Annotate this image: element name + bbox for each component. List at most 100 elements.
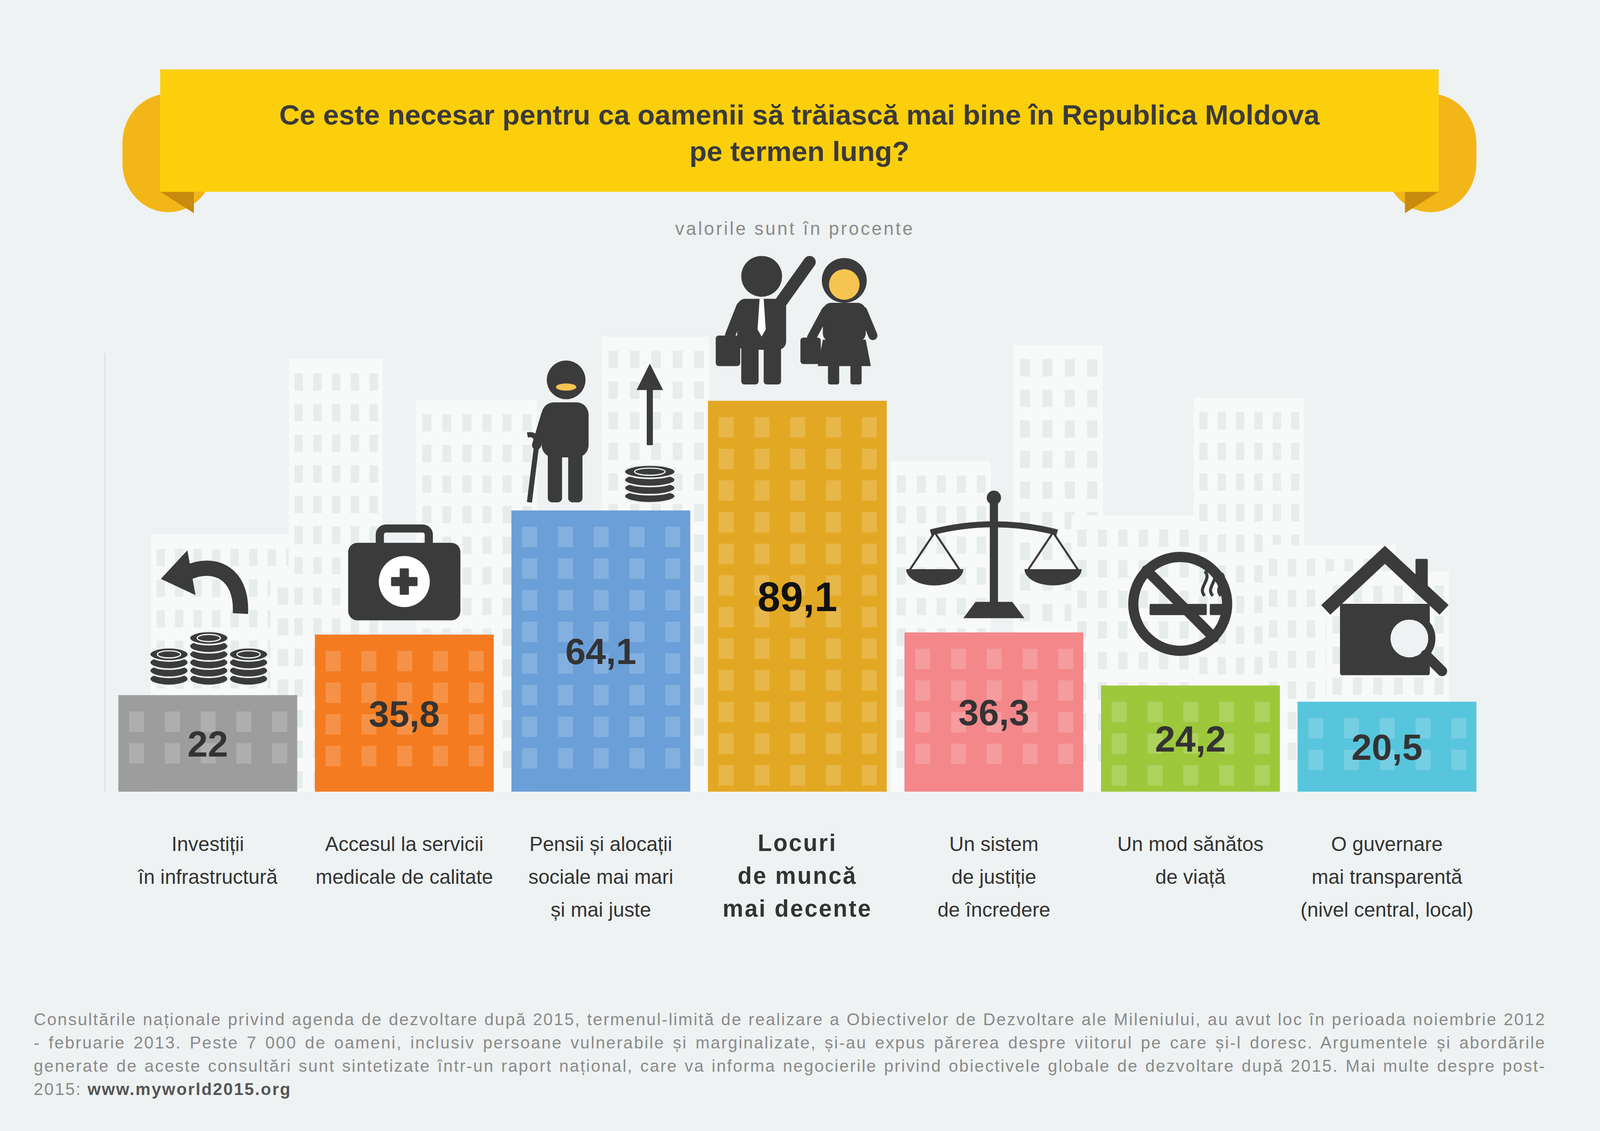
banner-fold	[1404, 192, 1439, 214]
building-window	[277, 618, 288, 636]
building-window	[896, 597, 906, 616]
building-window	[1413, 677, 1424, 695]
building-window	[482, 536, 492, 555]
building-window	[896, 506, 906, 524]
building-window	[1287, 742, 1297, 761]
building-window	[672, 442, 683, 461]
bar-window	[790, 448, 806, 470]
icon	[715, 255, 873, 385]
building-window	[294, 465, 303, 483]
category-label-line: Pensii și alocații	[529, 832, 673, 856]
coin	[149, 647, 189, 661]
building-window	[294, 587, 303, 606]
bar-window	[718, 764, 734, 786]
bag	[348, 542, 461, 621]
building-window	[277, 679, 288, 697]
building-window	[936, 475, 946, 493]
building-window	[502, 414, 512, 432]
head	[546, 360, 586, 400]
building-window	[956, 536, 967, 555]
building-window	[1236, 503, 1245, 522]
bar-window	[825, 448, 842, 470]
bar-window	[629, 685, 645, 706]
building-window	[896, 689, 906, 707]
building-window	[313, 618, 323, 636]
category-label-line: mai decente	[722, 895, 873, 922]
coin-ring	[237, 650, 261, 659]
building-window	[462, 475, 472, 493]
building-window	[1087, 420, 1098, 438]
building-window	[1434, 616, 1444, 634]
bar-window	[129, 742, 145, 764]
pan	[1024, 569, 1082, 586]
building-window	[502, 475, 512, 493]
building-window	[502, 750, 512, 769]
bar-window	[522, 716, 538, 738]
building-window	[156, 610, 165, 628]
coin	[189, 631, 229, 645]
building-window	[1042, 358, 1053, 377]
bar-window	[790, 670, 806, 691]
bar-window	[236, 711, 252, 733]
post	[989, 501, 998, 613]
building-window	[1199, 657, 1208, 675]
arrow-head	[636, 363, 664, 390]
building-window	[976, 567, 986, 585]
building-window	[1118, 621, 1128, 639]
bar-window	[861, 764, 877, 786]
building-window	[916, 597, 926, 616]
building-window	[1064, 420, 1076, 438]
arm	[862, 311, 873, 336]
bar-window	[129, 711, 145, 733]
building-window	[694, 351, 704, 369]
bar-window	[718, 733, 734, 754]
building-window	[313, 404, 323, 422]
bar	[1297, 701, 1477, 792]
building-window	[1217, 473, 1226, 491]
building-window	[175, 610, 184, 628]
building-window	[1042, 420, 1053, 438]
building-window	[1254, 595, 1263, 613]
building-window	[1179, 560, 1189, 578]
bar-window	[629, 526, 645, 548]
briefcase	[715, 335, 741, 367]
category-label-line: Un sistem	[949, 832, 1039, 856]
building-window	[442, 444, 452, 463]
head	[741, 255, 782, 297]
bar-window	[557, 685, 573, 706]
building-window	[422, 444, 432, 463]
building-window	[1287, 650, 1297, 669]
building-window	[1097, 560, 1107, 578]
building-window	[1287, 559, 1297, 577]
building-window	[629, 381, 640, 400]
bar-window	[522, 621, 538, 643]
building-window	[502, 628, 512, 646]
bar-window	[468, 682, 484, 704]
category-label: Pensii și alocațiisociale mai mariși mai…	[528, 832, 674, 921]
building-window	[1287, 681, 1297, 699]
building-window	[522, 414, 532, 432]
bar-window	[915, 743, 931, 765]
briefcase	[800, 337, 821, 364]
bar-window	[825, 764, 842, 786]
building-window	[313, 465, 323, 483]
building-window	[694, 718, 704, 736]
building-window	[482, 506, 492, 524]
building-window	[1332, 677, 1342, 695]
building-window	[1254, 503, 1263, 522]
building-window	[1217, 412, 1226, 430]
bar-window	[468, 745, 484, 767]
building-window	[1179, 529, 1189, 547]
building-window	[350, 526, 360, 544]
bar-window	[522, 590, 538, 611]
category-label: Un mod sănătosde viață	[1117, 832, 1264, 889]
building-window	[1019, 358, 1030, 377]
building-window	[694, 534, 704, 552]
building-window	[267, 549, 276, 567]
bar-window	[325, 714, 341, 735]
bar-window	[325, 745, 341, 767]
data-label: 20,5	[1351, 727, 1423, 768]
building-window	[332, 373, 341, 391]
building-window	[629, 442, 640, 461]
bar-window	[718, 512, 734, 533]
